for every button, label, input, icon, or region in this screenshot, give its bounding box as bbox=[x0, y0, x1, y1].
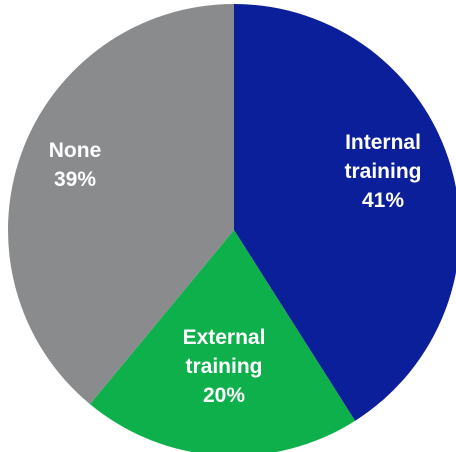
slice-label-line: 41% bbox=[362, 189, 404, 212]
slice-label-line: Internal bbox=[345, 131, 421, 154]
slice-label-line: None bbox=[49, 139, 102, 162]
pie-slice-internal-training bbox=[234, 4, 456, 421]
pie-slice-external-training bbox=[89, 230, 356, 452]
slice-label-line: training bbox=[186, 355, 263, 378]
slice-label-line: External bbox=[183, 326, 266, 349]
slice-label-internal-training: Internal training 41% bbox=[345, 131, 422, 212]
pie-slice-none bbox=[7, 4, 234, 405]
slice-labels: Internal training 41% External training 20% No… bbox=[49, 131, 422, 407]
slice-label-external-training: External training 20% bbox=[183, 326, 266, 407]
pie-slices bbox=[7, 4, 456, 452]
slice-label-none: None 39% bbox=[49, 139, 102, 191]
slice-label-line: 39% bbox=[54, 168, 96, 191]
slice-label-line: training bbox=[345, 160, 422, 183]
slice-label-line: 20% bbox=[203, 384, 245, 407]
